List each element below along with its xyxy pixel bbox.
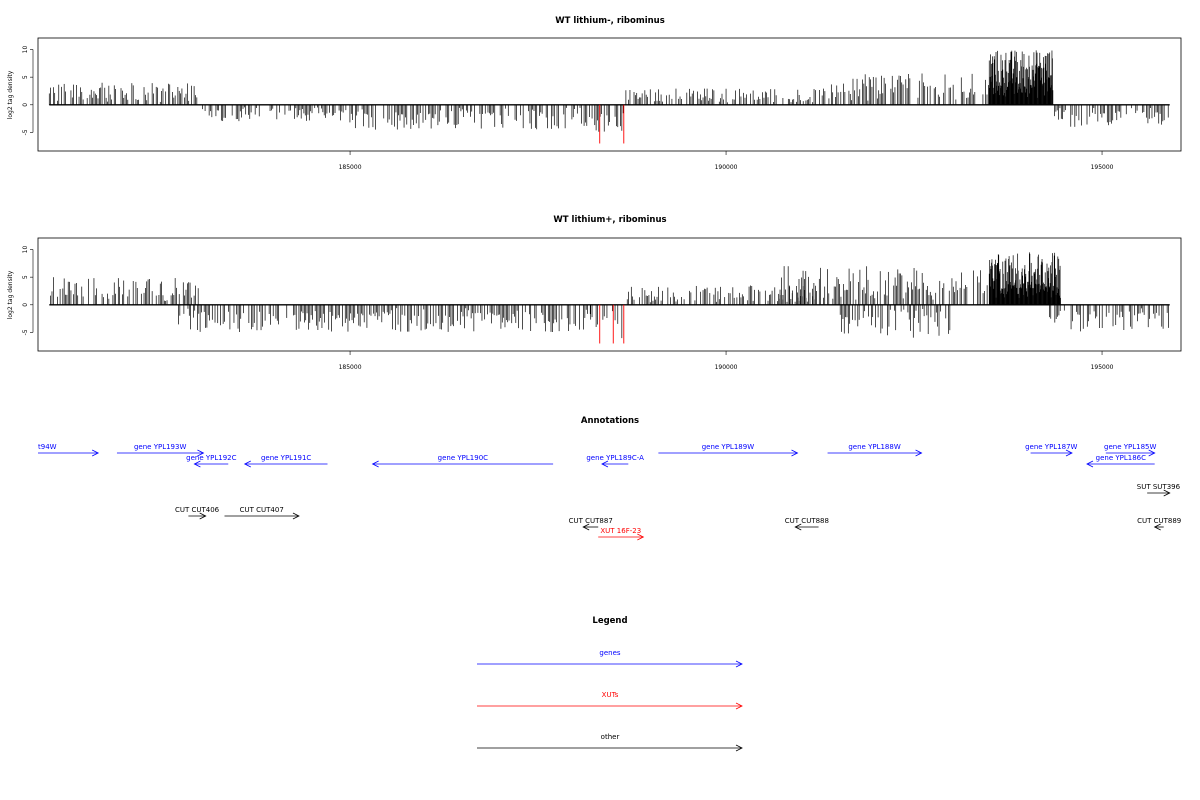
feature-label: gene YPL190C bbox=[438, 454, 488, 462]
legend-label: XUTs bbox=[602, 691, 619, 699]
y-tick-label: 5 bbox=[22, 275, 29, 279]
y-axis-label: log2 tag density bbox=[7, 70, 14, 119]
bar-series bbox=[48, 50, 1170, 144]
y-tick-label: -5 bbox=[22, 329, 29, 335]
feature-label: XUT 16F-23 bbox=[600, 527, 641, 535]
legend: Legend genes XUTs other bbox=[477, 616, 743, 752]
feature-label: t94W bbox=[38, 443, 57, 451]
feature-arrowhead bbox=[794, 523, 802, 531]
feature-arrowhead bbox=[582, 523, 590, 531]
y-tick-label: -5 bbox=[22, 129, 29, 135]
feature-label: gene YPL189W bbox=[702, 443, 754, 451]
feature-arrowhead bbox=[243, 460, 251, 468]
legend-item: XUTs bbox=[477, 691, 743, 710]
annotation-feature: gene YPL189C-A bbox=[586, 454, 644, 468]
x-tick-label: 195000 bbox=[1091, 364, 1114, 371]
annotation-feature: CUT CUT407 bbox=[224, 506, 300, 520]
feature-arrowhead bbox=[637, 533, 645, 541]
annotation-feature: gene YPL188W bbox=[827, 443, 923, 457]
x-tick-label: 185000 bbox=[339, 164, 362, 171]
annotation-feature: SUT SUT396 bbox=[1137, 483, 1181, 497]
feature-arrowhead bbox=[292, 512, 300, 520]
annotation-feature: gene YPL193W bbox=[116, 443, 205, 457]
feature-arrowhead bbox=[1065, 449, 1073, 457]
x-axis: 185000 190000 195000 bbox=[339, 351, 1114, 371]
annotation-feature: CUT CUT406 bbox=[175, 506, 220, 520]
legend-label: other bbox=[601, 733, 620, 741]
y-tick-label: 0 bbox=[22, 303, 29, 307]
feature-label: CUT CUT888 bbox=[785, 517, 829, 525]
annotation-feature: CUT CUT888 bbox=[785, 517, 829, 531]
annotation-feature: gene YPL189W bbox=[658, 443, 799, 457]
annotation-feature: t94W bbox=[38, 443, 100, 457]
feature-arrowhead bbox=[371, 460, 379, 468]
legend-arrowhead bbox=[735, 702, 743, 710]
annotation-feature: gene YPL186C bbox=[1086, 454, 1155, 468]
annotation-feature: gene YPL192C bbox=[186, 454, 237, 468]
panel-title: WT lithium-, ribominus bbox=[555, 16, 665, 26]
annotation-feature: gene YPL190C bbox=[371, 454, 554, 468]
x-tick-label: 190000 bbox=[715, 164, 738, 171]
legend-label: genes bbox=[599, 649, 620, 657]
feature-arrowhead bbox=[1163, 489, 1171, 497]
feature-label: CUT CUT889 bbox=[1137, 517, 1181, 525]
feature-label: gene YPL193W bbox=[134, 443, 186, 451]
feature-arrowhead bbox=[791, 449, 799, 457]
track-panel-lithium-minus: WT lithium-, ribominus log2 tag density … bbox=[7, 16, 1182, 171]
bar-series bbox=[49, 252, 1170, 344]
feature-arrowhead bbox=[1153, 523, 1161, 531]
annotation-feature: XUT 16F-23 bbox=[598, 527, 645, 541]
track-panel-lithium-plus: WT lithium+, ribominus log2 tag density … bbox=[7, 215, 1182, 371]
feature-label: gene YPL187W bbox=[1025, 443, 1077, 451]
plot-frame bbox=[37, 237, 1182, 352]
plot-frame bbox=[37, 37, 1182, 152]
panel-title: WT lithium+, ribominus bbox=[553, 215, 666, 225]
feature-label: gene YPL188W bbox=[848, 443, 900, 451]
feature-label: gene YPL191C bbox=[261, 454, 311, 462]
feature-arrowhead bbox=[601, 460, 609, 468]
legend-item: other bbox=[477, 733, 743, 752]
annotations-title: Annotations bbox=[581, 416, 639, 426]
feature-label: CUT CUT407 bbox=[240, 506, 284, 514]
feature-label: gene YPL185W bbox=[1104, 443, 1156, 451]
legend-item: genes bbox=[477, 649, 743, 668]
feature-arrowhead bbox=[1148, 449, 1156, 457]
x-tick-label: 190000 bbox=[715, 364, 738, 371]
y-tick-label: 0 bbox=[22, 103, 29, 107]
feature-arrowhead bbox=[197, 449, 205, 457]
legend-title: Legend bbox=[592, 616, 627, 626]
feature-label: gene YPL192C bbox=[186, 454, 236, 462]
annotation-feature: gene YPL191C bbox=[243, 454, 328, 468]
annotation-feature: gene YPL187W bbox=[1025, 443, 1078, 457]
y-tick-label: 10 bbox=[22, 246, 29, 254]
legend-arrowhead bbox=[735, 660, 743, 668]
x-axis: 185000 190000 195000 bbox=[339, 151, 1114, 171]
annotation-feature: CUT CUT887 bbox=[569, 517, 613, 531]
feature-arrowhead bbox=[193, 460, 201, 468]
y-tick-label: 10 bbox=[22, 46, 29, 54]
annotation-feature: gene YPL185W bbox=[1104, 443, 1157, 457]
legend-items: genes XUTs other bbox=[477, 649, 743, 752]
x-tick-label: 195000 bbox=[1091, 164, 1114, 171]
x-tick-label: 185000 bbox=[339, 364, 362, 371]
feature-arrowhead bbox=[915, 449, 923, 457]
feature-label: gene YPL189C-A bbox=[586, 454, 644, 462]
annotation-feature: CUT CUT889 bbox=[1137, 517, 1181, 531]
y-axis-label: log2 tag density bbox=[7, 270, 14, 319]
feature-label: CUT CUT887 bbox=[569, 517, 613, 525]
feature-label: CUT CUT406 bbox=[175, 506, 220, 514]
feature-arrowhead bbox=[199, 512, 207, 520]
feature-label: gene YPL186C bbox=[1096, 454, 1146, 462]
legend-arrowhead bbox=[735, 744, 743, 752]
y-axis: -5 0 5 10 bbox=[22, 246, 34, 335]
feature-label: SUT SUT396 bbox=[1137, 483, 1181, 491]
y-axis: -5 0 5 10 bbox=[22, 46, 34, 135]
feature-arrowhead bbox=[1086, 460, 1094, 468]
y-tick-label: 5 bbox=[22, 75, 29, 79]
feature-arrowhead bbox=[91, 449, 100, 457]
